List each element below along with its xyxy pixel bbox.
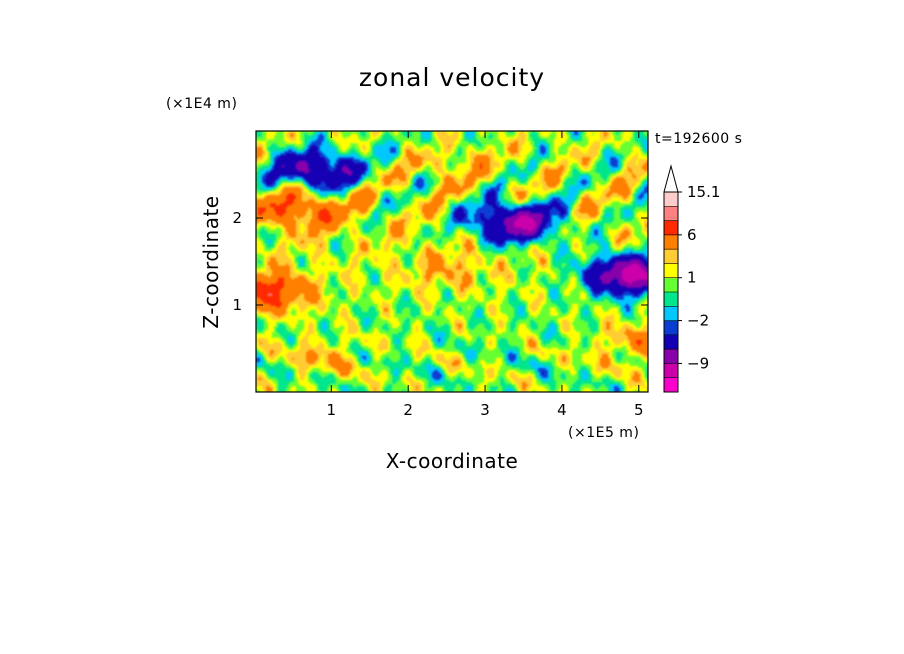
x-tick-label: 2 [403, 401, 413, 419]
x-multiplier-label: (×1E5 m) [568, 425, 639, 441]
colorbar-label: −9 [687, 354, 709, 372]
colorbar-swatch [664, 192, 678, 207]
colorbar-swatch [664, 292, 678, 307]
colorbar-swatch [664, 306, 678, 321]
time-label: t=192600 s [655, 131, 742, 147]
x-tick-label: 5 [634, 401, 644, 419]
x-tick-label: 4 [557, 401, 567, 419]
x-tick-label: 1 [327, 401, 337, 419]
colorbar-label: −2 [687, 312, 709, 330]
x-tick-label: 3 [480, 401, 490, 419]
chart-title: zonal velocity [359, 63, 545, 92]
plot-frame [255, 130, 649, 393]
colorbar-swatch [664, 206, 678, 221]
colorbar-swatch [664, 334, 678, 350]
x-ticks: 1 2 3 4 5 [327, 131, 644, 419]
y-axis-label: Z-coordinate [199, 195, 223, 328]
colorbar-swatch [664, 220, 678, 236]
colorbar-label: 1 [687, 269, 697, 287]
colorbar: 15.1 6 1 −2 −9 [663, 164, 720, 393]
colorbar-swatch [664, 263, 678, 279]
y-multiplier-label: (×1E4 m) [166, 96, 237, 112]
colorbar-swatch [664, 277, 678, 293]
colorbar-swatch [664, 249, 678, 264]
colorbar-swatch [664, 349, 678, 364]
y-ticks: 12 [232, 209, 648, 314]
y-tick-label: 2 [232, 209, 242, 227]
colorbar-swatch [664, 320, 678, 336]
x-axis-label: X-coordinate [386, 449, 519, 473]
colorbar-label: 6 [687, 226, 697, 244]
y-tick-label: 1 [232, 296, 242, 314]
colorbar-swatch [664, 234, 678, 250]
contour-field [256, 131, 648, 392]
colorbar-swatch [664, 363, 678, 379]
colorbar-label: 15.1 [687, 183, 720, 201]
colorbar-swatch [664, 377, 678, 393]
colorbar-extend-arrow [663, 164, 679, 193]
velocity-field-image [256, 131, 648, 392]
